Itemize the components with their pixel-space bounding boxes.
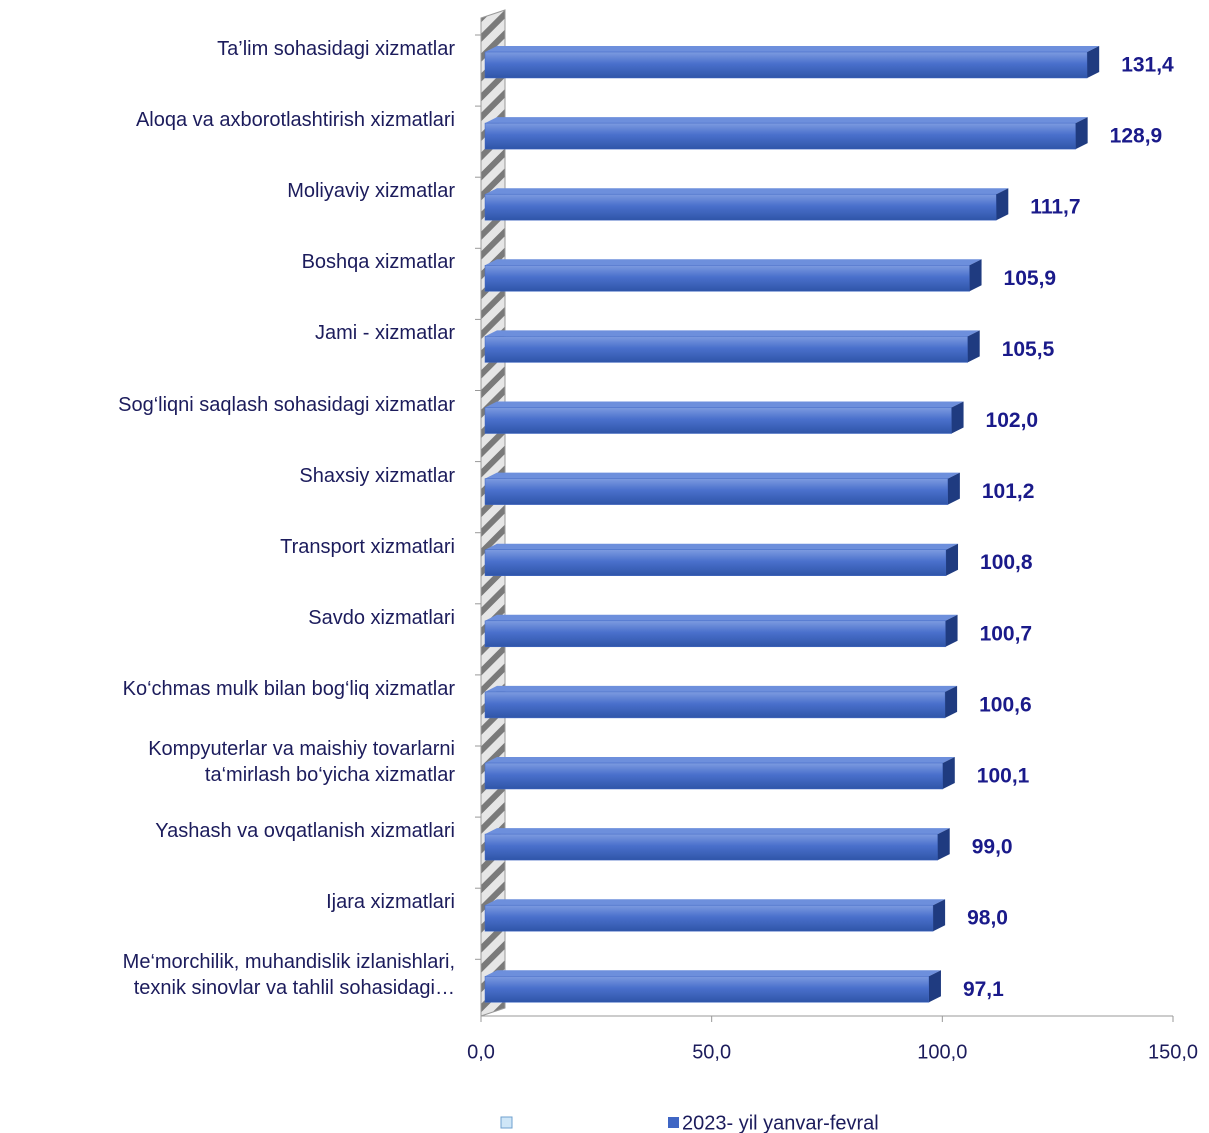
legend-swatch-empty xyxy=(500,1116,513,1129)
bar-top xyxy=(485,614,958,621)
bar xyxy=(484,620,946,648)
bar-top xyxy=(485,543,959,550)
y-tick-label: Transport xizmatlari xyxy=(280,535,455,558)
bar xyxy=(484,51,1088,79)
x-tick-label: 50,0 xyxy=(692,1041,731,1063)
bar-side xyxy=(1075,117,1088,150)
y-tick-label: Boshqa xizmatlar xyxy=(301,251,455,274)
value-label: 100,8 xyxy=(980,551,1033,574)
bar-side xyxy=(928,970,941,1003)
bar xyxy=(484,336,968,363)
value-label: 100,7 xyxy=(980,622,1033,645)
value-label: 100,1 xyxy=(977,765,1030,788)
value-label: 102,0 xyxy=(986,409,1039,432)
bar-side xyxy=(946,543,959,576)
bar-side xyxy=(996,188,1009,221)
y-tick-label: Me‘morchilik, muhandislik izlanishlari, … xyxy=(122,951,455,1000)
x-tick-label: 100,0 xyxy=(917,1041,967,1063)
value-label: 100,6 xyxy=(979,693,1032,716)
bar-side xyxy=(969,259,982,292)
bar-side xyxy=(933,899,946,932)
bar-top xyxy=(485,685,958,692)
value-label: 131,4 xyxy=(1121,54,1174,77)
wall xyxy=(480,9,506,1017)
bar-side xyxy=(937,828,950,861)
y-tick-label: Yashash va ovqatlanish xizmatlari xyxy=(155,820,455,843)
bar-top xyxy=(485,259,982,266)
bar xyxy=(484,407,952,434)
y-tick-label: Shaxsiy xizmatlar xyxy=(299,464,455,487)
y-tick-label: Kompyuterlar va maishiy tovarlarni ta‘mi… xyxy=(148,738,455,786)
bar-side xyxy=(942,757,955,789)
bar-side xyxy=(947,472,960,505)
x-tick-label: 150,0 xyxy=(1148,1041,1198,1063)
bar xyxy=(484,549,947,576)
value-label: 99,0 xyxy=(972,836,1013,859)
bar xyxy=(484,691,946,719)
legend-swatch xyxy=(668,1117,679,1128)
bar-top xyxy=(485,188,1009,195)
bar xyxy=(484,976,930,1003)
bar-top xyxy=(485,330,980,337)
y-tick-label: Savdo xizmatlari xyxy=(308,606,455,629)
bar-top xyxy=(485,757,955,763)
y-tick-label: Moliyaviy xizmatlar xyxy=(287,180,455,203)
y-tick-label: Ta’lim sohasidagi xizmatlar xyxy=(217,38,455,60)
bar-top xyxy=(485,117,1088,124)
y-tick-label: Ijara xizmatlari xyxy=(326,891,455,914)
bar-side xyxy=(945,614,958,647)
y-tick-label: Aloqa va axborotlashtirish xizmatlari xyxy=(135,109,455,132)
bar-top xyxy=(485,828,950,835)
bar-side xyxy=(967,330,980,363)
bar xyxy=(484,265,970,292)
value-label: 97,1 xyxy=(963,978,1004,1001)
bar-top xyxy=(485,46,1100,52)
value-label: 98,0 xyxy=(967,907,1008,930)
bar xyxy=(484,193,997,221)
value-label: 105,9 xyxy=(1004,267,1057,290)
bar-top xyxy=(485,472,960,479)
bar-side xyxy=(945,685,958,718)
y-tick-label: Sog‘liqni saqlash sohasidagi xizmatlar xyxy=(118,393,455,416)
value-label: 105,5 xyxy=(1002,338,1055,361)
bar-top xyxy=(485,970,941,977)
x-tick-label: 0,0 xyxy=(467,1041,495,1063)
bar xyxy=(484,478,949,505)
bar xyxy=(484,833,938,861)
bar xyxy=(484,904,934,932)
bar-top xyxy=(485,899,946,906)
value-label: 111,7 xyxy=(1030,196,1080,219)
bar xyxy=(484,122,1076,150)
bar xyxy=(484,762,944,790)
value-label: 101,2 xyxy=(982,480,1035,503)
bar-top xyxy=(485,401,964,408)
legend-label: 2023- yil yanvar-fevral xyxy=(682,1112,879,1133)
y-tick-label: Ko‘chmas mulk bilan bog‘liq xizmatlar xyxy=(122,677,455,700)
bar-side xyxy=(1087,46,1100,78)
value-label: 128,9 xyxy=(1110,125,1163,148)
y-tick-label: Jami - xizmatlar xyxy=(314,322,455,345)
bar-side xyxy=(951,401,964,434)
